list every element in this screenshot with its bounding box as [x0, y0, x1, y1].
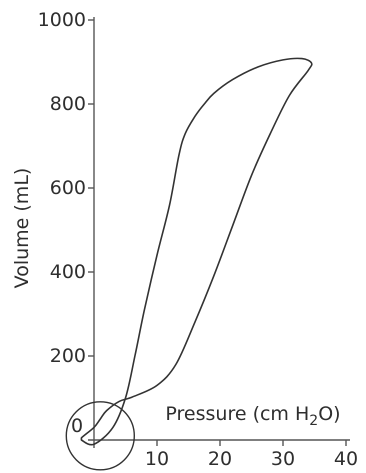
- x-tick-label: 30: [271, 448, 295, 470]
- x-tick-label: 10: [145, 448, 169, 470]
- pv-loop-line: [80, 57, 313, 446]
- y-tick-label: 400: [50, 261, 86, 283]
- y-axis-label: Volume (mL): [11, 168, 33, 289]
- y-tick-label: 200: [50, 345, 86, 367]
- origin-label: 0: [71, 415, 83, 437]
- x-axis-label: Pressure (cm H2O): [165, 403, 340, 429]
- x-tick-label: 40: [334, 448, 358, 470]
- origin-circle-annotation: [65, 401, 136, 471]
- chart-marks: [65, 57, 313, 471]
- y-tick-label: 1000: [38, 9, 86, 31]
- y-tick-label: 800: [50, 93, 86, 115]
- axes: 200 400 600 800 1000 10 20 30 40: [38, 9, 358, 470]
- y-tick-label: 600: [50, 177, 86, 199]
- x-tick-label: 20: [208, 448, 232, 470]
